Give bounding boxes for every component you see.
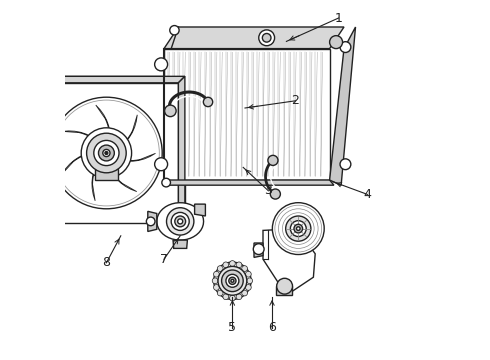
- Circle shape: [231, 279, 234, 282]
- Circle shape: [165, 105, 176, 117]
- Circle shape: [223, 294, 229, 300]
- Circle shape: [262, 33, 271, 42]
- Circle shape: [214, 262, 251, 300]
- Circle shape: [212, 278, 218, 284]
- Polygon shape: [263, 229, 315, 295]
- Polygon shape: [34, 83, 178, 223]
- Circle shape: [294, 224, 303, 233]
- Circle shape: [226, 274, 239, 287]
- Polygon shape: [62, 131, 100, 144]
- Circle shape: [291, 221, 306, 237]
- Text: 8: 8: [102, 256, 110, 269]
- Circle shape: [296, 227, 300, 230]
- Circle shape: [253, 244, 264, 255]
- Circle shape: [229, 295, 235, 301]
- Polygon shape: [275, 286, 292, 295]
- Polygon shape: [116, 153, 155, 161]
- Circle shape: [330, 36, 343, 49]
- Circle shape: [286, 216, 311, 241]
- Polygon shape: [178, 76, 185, 223]
- Polygon shape: [34, 76, 185, 83]
- Polygon shape: [92, 161, 99, 201]
- Circle shape: [147, 217, 155, 226]
- Circle shape: [81, 128, 132, 178]
- Polygon shape: [28, 85, 34, 98]
- Text: 1: 1: [335, 12, 343, 24]
- Circle shape: [223, 262, 229, 268]
- Circle shape: [340, 42, 351, 53]
- Circle shape: [162, 178, 171, 187]
- Text: 4: 4: [364, 188, 371, 201]
- Circle shape: [277, 278, 293, 294]
- Circle shape: [203, 97, 213, 107]
- Polygon shape: [164, 49, 330, 180]
- Circle shape: [268, 156, 278, 166]
- Circle shape: [171, 212, 189, 230]
- Circle shape: [217, 290, 223, 296]
- Polygon shape: [108, 164, 137, 192]
- Polygon shape: [41, 76, 185, 217]
- Polygon shape: [173, 240, 187, 248]
- Circle shape: [94, 140, 119, 166]
- Circle shape: [167, 208, 194, 235]
- Polygon shape: [330, 27, 356, 185]
- Circle shape: [103, 149, 110, 157]
- Circle shape: [221, 270, 243, 292]
- Circle shape: [272, 203, 324, 255]
- Polygon shape: [157, 203, 204, 240]
- Circle shape: [340, 159, 351, 170]
- Circle shape: [98, 145, 114, 161]
- Polygon shape: [164, 180, 334, 185]
- Polygon shape: [254, 243, 263, 257]
- Circle shape: [175, 216, 186, 227]
- Circle shape: [245, 284, 251, 290]
- Circle shape: [214, 284, 220, 290]
- Polygon shape: [95, 169, 118, 180]
- Polygon shape: [164, 27, 344, 49]
- Circle shape: [105, 152, 108, 154]
- Circle shape: [242, 290, 247, 296]
- Polygon shape: [195, 204, 205, 216]
- Text: 6: 6: [268, 321, 276, 334]
- Text: 2: 2: [292, 94, 299, 107]
- Circle shape: [259, 30, 274, 46]
- Circle shape: [50, 97, 162, 209]
- Text: 5: 5: [228, 321, 236, 334]
- Circle shape: [214, 271, 220, 277]
- Circle shape: [170, 26, 179, 35]
- Circle shape: [245, 271, 251, 277]
- Polygon shape: [28, 208, 34, 221]
- Polygon shape: [62, 152, 95, 174]
- Circle shape: [87, 133, 126, 173]
- Polygon shape: [96, 105, 110, 142]
- Circle shape: [247, 278, 252, 284]
- Text: 3: 3: [265, 184, 272, 197]
- Circle shape: [155, 58, 168, 71]
- Circle shape: [178, 219, 183, 224]
- Circle shape: [236, 294, 242, 300]
- Circle shape: [218, 266, 247, 295]
- Text: 7: 7: [160, 253, 168, 266]
- Circle shape: [217, 266, 223, 271]
- Circle shape: [155, 158, 168, 171]
- Polygon shape: [148, 211, 157, 231]
- Circle shape: [229, 277, 236, 284]
- Circle shape: [270, 189, 280, 199]
- Circle shape: [236, 262, 242, 268]
- Circle shape: [229, 261, 235, 266]
- Polygon shape: [117, 115, 137, 149]
- Circle shape: [242, 266, 247, 271]
